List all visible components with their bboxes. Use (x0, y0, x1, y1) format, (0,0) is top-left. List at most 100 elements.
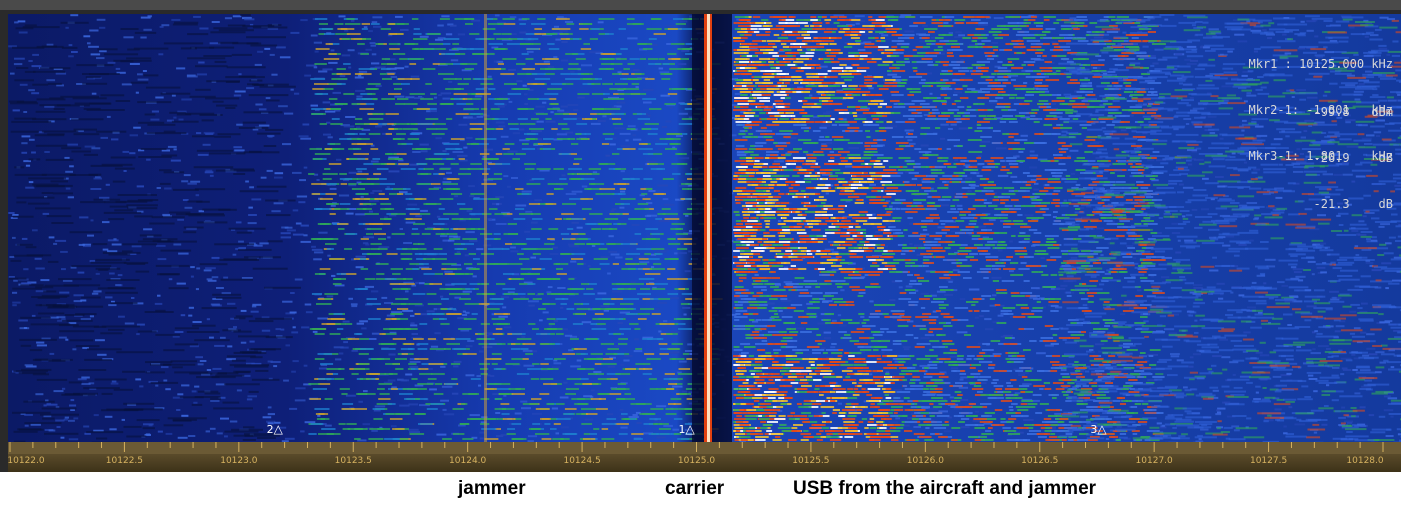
waterfall-pixel (386, 314, 395, 317)
waterfall-pixel (543, 138, 554, 140)
waterfall-pixel (492, 333, 503, 335)
waterfall-pixel (36, 45, 64, 48)
waterfall-plot[interactable]: Mkr1 : 10125.000 kHz -99.8 dBm Mkr2-1: -… (8, 14, 1401, 442)
waterfall-pixel (657, 184, 668, 187)
waterfall-pixel (548, 48, 560, 50)
waterfall-pixel (1174, 53, 1183, 56)
waterfall-pixel (619, 415, 626, 418)
waterfall-pixel (250, 44, 278, 47)
waterfall-pixel (365, 88, 377, 90)
waterfall-pixel (484, 438, 499, 440)
waterfall-pixel (71, 265, 112, 268)
waterfall-pixel (265, 128, 284, 131)
waterfall-pixel (969, 70, 974, 73)
waterfall-pixel (407, 203, 418, 206)
waterfall-pixel (295, 222, 302, 225)
waterfall-pixel (560, 253, 570, 255)
waterfall-pixel (333, 313, 343, 315)
waterfall-pixel (314, 333, 325, 335)
waterfall-pixel (256, 185, 287, 188)
waterfall-pixel (10, 217, 18, 219)
waterfall-pixel (572, 117, 583, 120)
waterfall-pixel (516, 63, 526, 65)
waterfall-pixel (440, 298, 449, 300)
waterfall-pixel (1297, 47, 1306, 50)
waterfall-pixel (186, 75, 198, 78)
waterfall-pixel (542, 311, 549, 314)
waterfall-pixel (515, 388, 525, 390)
waterfall-pixel (106, 279, 140, 281)
waterfall-pixel (530, 256, 536, 259)
waterfall-pixel (216, 287, 224, 289)
waterfall-pixel (636, 248, 652, 250)
waterfall-pixel (1042, 306, 1046, 309)
waterfall-pixel (363, 26, 368, 29)
waterfall-pixel (27, 202, 50, 205)
waterfall-pixel (264, 47, 271, 50)
waterfall-pixel (348, 297, 353, 300)
waterfall-pixel (1364, 35, 1369, 38)
waterfall-pixel (478, 343, 489, 345)
waterfall-pixel (503, 326, 512, 329)
waterfall-pixel (677, 28, 694, 30)
waterfall-pixel (368, 318, 381, 320)
waterfall-pixel (370, 148, 379, 150)
waterfall-pixel (1326, 384, 1330, 387)
waterfall-pixel (376, 358, 391, 360)
waterfall-pixel (511, 278, 525, 280)
waterfall-pixel (70, 399, 75, 402)
waterfall-pixel (795, 167, 803, 170)
waterfall-pixel (23, 268, 29, 271)
waterfall-pixel (1105, 438, 1110, 440)
waterfall-pixel (442, 239, 452, 242)
waterfall-pixel (1290, 266, 1297, 269)
waterfall-pixel (573, 163, 580, 165)
waterfall-pixel (570, 365, 581, 368)
waterfall-pixel (582, 383, 599, 385)
waterfall-pixel (439, 63, 453, 65)
waterfall-pixel (495, 328, 503, 330)
waterfall-pixel (742, 440, 753, 442)
waterfall-pixel (349, 158, 366, 160)
waterfall-pixel (612, 123, 623, 125)
waterfall-pixel (48, 236, 55, 239)
waterfall-pixel (430, 183, 441, 185)
waterfall-pixel (439, 103, 454, 105)
waterfall-pixel (555, 38, 561, 41)
waterfall-pixel (1253, 168, 1261, 171)
waterfall-pixel (567, 243, 579, 246)
waterfall-pixel (525, 138, 535, 140)
waterfall-pixel (651, 248, 665, 250)
waterfall-pixel (471, 313, 478, 315)
waterfall-pixel (785, 152, 792, 155)
waterfall-pixel (914, 289, 919, 292)
waterfall-pixel (80, 201, 106, 204)
waterfall-pixel (442, 181, 452, 184)
waterfall-pixel (205, 267, 216, 270)
waterfall-pixel (1342, 369, 1352, 371)
waterfall-pixel (783, 281, 793, 284)
waterfall-pixel (171, 18, 181, 21)
waterfall-pixel (1020, 134, 1028, 137)
waterfall-pixel (623, 88, 640, 90)
waterfall-pixel (752, 16, 761, 18)
waterfall-pixel (571, 190, 583, 193)
waterfall-pixel (252, 267, 288, 270)
waterfall-pixel (387, 236, 391, 239)
waterfall-pixel (1383, 395, 1391, 398)
waterfall-pixel (111, 243, 122, 246)
waterfall-pixel (495, 223, 507, 225)
waterfall-pixel (251, 198, 262, 201)
waterfall-pixel (552, 32, 563, 35)
waterfall-pixel (601, 363, 617, 365)
waterfall-pixel (486, 128, 497, 130)
waterfall-pixel (436, 128, 448, 130)
waterfall-pixel (111, 300, 115, 303)
waterfall-pixel (53, 390, 64, 393)
waterfall-pixel (678, 184, 690, 187)
waterfall-pixel (69, 165, 74, 168)
waterfall-pixel (1189, 356, 1194, 359)
waterfall-pixel (421, 363, 431, 365)
waterfall-pixel (558, 28, 571, 30)
waterfall-pixel (422, 68, 436, 70)
